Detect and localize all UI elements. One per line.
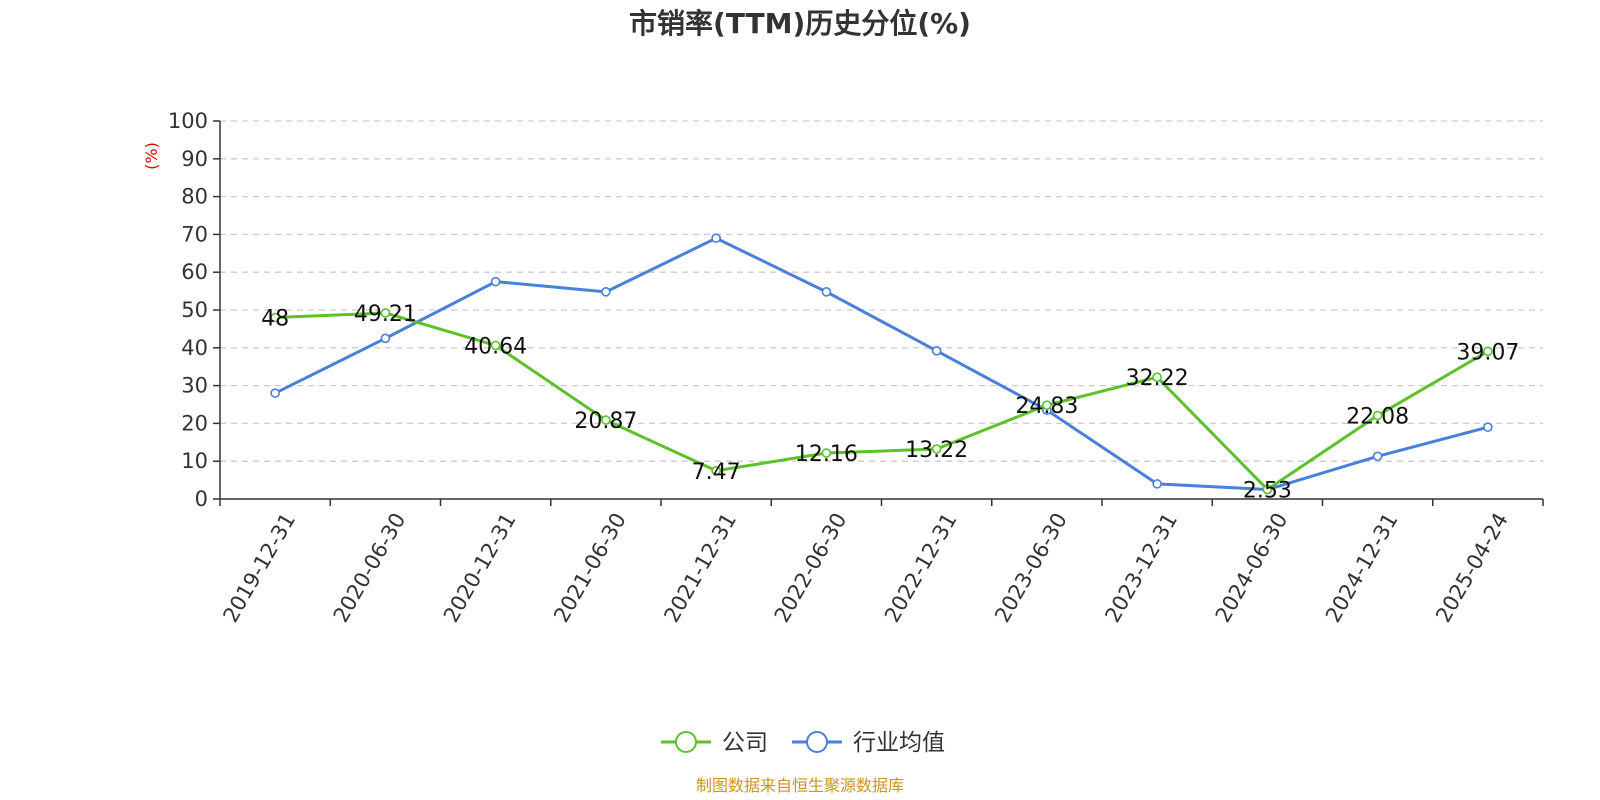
- y-tick-label: 50: [181, 298, 208, 322]
- y-tick-label: 0: [195, 487, 208, 511]
- data-point: [1152, 372, 1162, 383]
- legend-label: 公司: [722, 730, 768, 756]
- legend: 公司 行业均值: [661, 730, 945, 756]
- data-label: 39.07: [1456, 340, 1519, 365]
- x-tick-label: 2022-06-30: [770, 509, 852, 627]
- data-label: 22.08: [1346, 405, 1409, 430]
- series-line: [274, 236, 1489, 492]
- y-tick-label: 30: [181, 374, 208, 398]
- data-point: [601, 415, 611, 425]
- data-point: [821, 448, 832, 458]
- data-point: [821, 287, 832, 297]
- y-tick-label: 90: [181, 147, 208, 171]
- data-point: [1262, 484, 1273, 495]
- data-point: [711, 465, 721, 476]
- x-tick-label: 2021-12-31: [659, 509, 741, 627]
- legend-marker: [806, 731, 828, 753]
- data-point: [1152, 479, 1162, 489]
- data-label: 20.87: [574, 409, 637, 434]
- legend-item-company: 公司: [661, 730, 768, 756]
- x-tick-label: 2022-12-31: [880, 509, 962, 627]
- series-line: [275, 311, 1489, 491]
- data-point: [1372, 451, 1383, 462]
- x-tick-label: 2024-12-31: [1321, 509, 1403, 627]
- data-labels: 48 49.21 40.64 20.87 7.47 12.16 13.22 24.83 32.2…: [261, 302, 1519, 503]
- data-point: [1483, 346, 1493, 357]
- series-industry-average: [270, 233, 1493, 495]
- y-axis-unit-label: (%): [142, 142, 161, 170]
- series-lines: [270, 233, 1493, 495]
- grid-lines: [220, 120, 1543, 462]
- source-note: 制图数据来自恒生聚源数据库: [696, 776, 904, 795]
- data-point: [270, 312, 280, 323]
- data-label: 2.53: [1243, 478, 1292, 503]
- data-label: 40.64: [464, 334, 527, 359]
- data-point: [380, 308, 391, 318]
- y-tick-label: 20: [181, 411, 208, 435]
- y-tick-label: 100: [168, 109, 208, 133]
- x-tick-label: 2020-06-30: [329, 509, 411, 627]
- x-tick-label: 2021-06-30: [549, 509, 631, 627]
- data-label: 48: [261, 307, 289, 332]
- chart-title: 市销率(TTM)历史分位(%): [629, 7, 971, 40]
- data-point: [270, 388, 280, 398]
- x-tick-label: 2025-04-24: [1431, 509, 1513, 627]
- data-point: [711, 233, 721, 243]
- legend-item-industry-average: 行业均值: [792, 730, 945, 756]
- x-tick-label: 2023-12-31: [1100, 509, 1182, 627]
- x-tick-label: 2019-12-31: [218, 509, 300, 627]
- data-point: [601, 287, 611, 297]
- data-point: [1483, 422, 1493, 432]
- data-label: 13.22: [905, 438, 968, 463]
- data-point: [380, 333, 391, 344]
- data-point: [931, 444, 942, 454]
- data-point: [1372, 410, 1383, 421]
- series-company: [270, 308, 1493, 495]
- x-tick-label: 2020-12-31: [439, 509, 521, 627]
- x-tick-label: 2023-06-30: [990, 509, 1072, 627]
- y-tick-label: 40: [181, 336, 208, 360]
- data-point: [931, 346, 942, 356]
- data-point: [490, 340, 501, 351]
- axes: 0 10 20 30 40 50 60 70 80 90 100 2019-12-31 2020-06-…: [168, 109, 1544, 627]
- data-point: [490, 276, 501, 287]
- y-tick-label: 10: [181, 449, 208, 473]
- data-label: 7.47: [692, 460, 741, 485]
- data-point: [1042, 400, 1052, 410]
- legend-marker: [675, 731, 697, 753]
- data-label: 12.16: [795, 442, 858, 467]
- y-tick-label: 60: [181, 260, 208, 284]
- legend-label: 行业均值: [853, 730, 945, 756]
- data-label: 24.83: [1015, 394, 1078, 419]
- data-label: 49.21: [354, 302, 417, 327]
- y-tick-label: 80: [181, 185, 208, 209]
- x-tick-label: 2024-06-30: [1211, 509, 1293, 627]
- y-tick-label: 70: [181, 222, 208, 246]
- data-label: 32.22: [1126, 366, 1189, 391]
